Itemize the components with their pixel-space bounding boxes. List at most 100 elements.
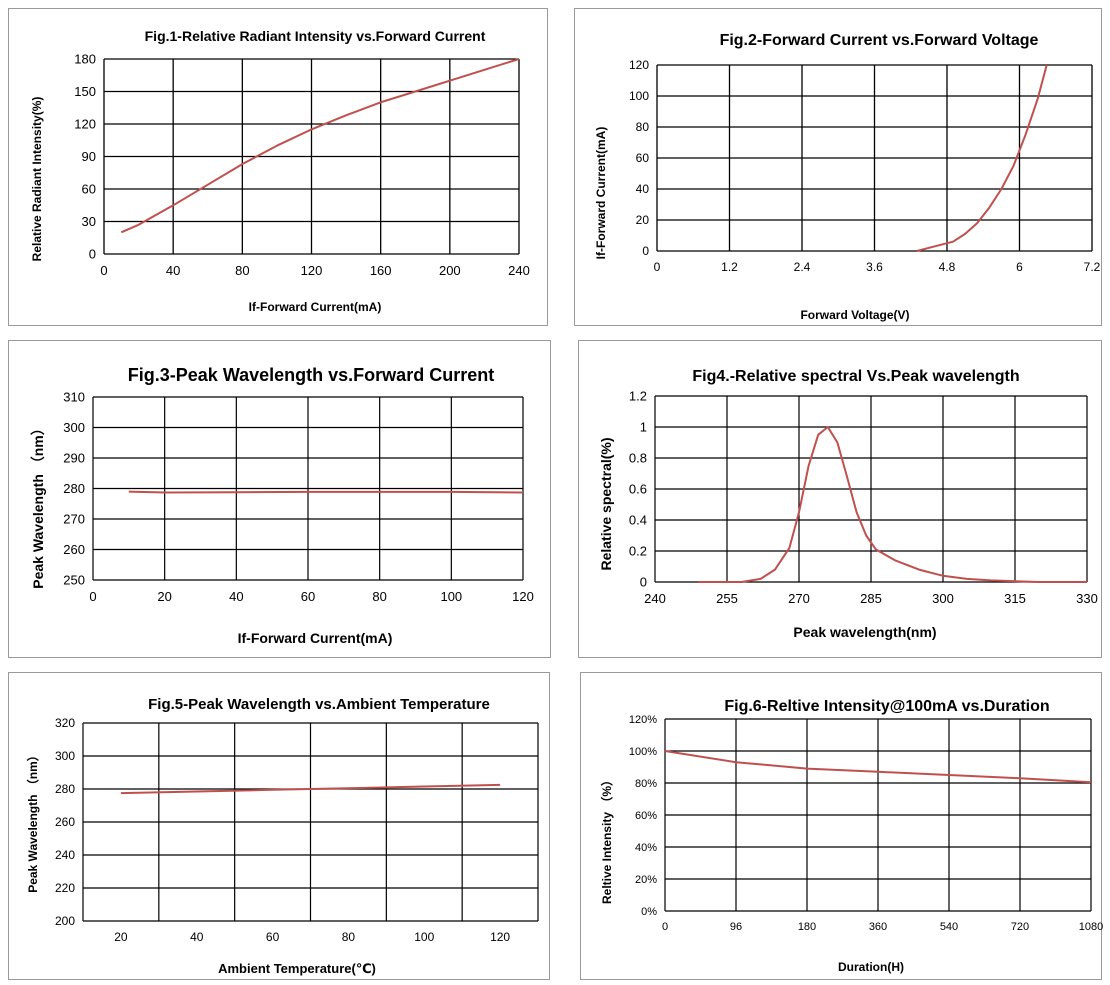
y-tick-label: 0.4 (629, 513, 647, 528)
grid-lines (103, 58, 520, 255)
x-tick-label: 60 (266, 930, 280, 944)
chart-title: Fig4.-Relative spectral Vs.Peak waveleng… (692, 368, 1019, 385)
series-line (120, 783, 501, 795)
x-tick-label: 4.8 (939, 260, 956, 274)
data-curve (120, 58, 520, 234)
y-axis-label: Relative Radiant Intensity(%) (30, 97, 44, 262)
grid-lines (92, 396, 524, 581)
y-tick-label: 0.2 (629, 544, 647, 559)
chart-panel-5: Fig.5-Peak Wavelength vs.Ambient Tempera… (8, 672, 550, 980)
y-tick-labels: 200 220 240 260 280 300 320 (55, 716, 75, 928)
y-tick-label: 1.2 (629, 389, 647, 404)
y-axis-label: Peak Wavelength （nm） (30, 421, 46, 589)
x-tick-label: 1.2 (721, 260, 738, 274)
x-axis-label: Peak wavelength(nm) (793, 624, 936, 640)
chart-svg-2: Fig.2-Forward Current vs.Forward Voltage… (594, 32, 1101, 322)
x-tick-label: 40 (229, 589, 243, 604)
svg-text:Relative spectral(%): Relative spectral(%) (598, 437, 614, 570)
y-tick-labels: 0 30 60 90 120 150 180 (74, 52, 96, 262)
y-tick-labels: 0 0.2 0.4 0.6 0.8 1 1.2 (629, 389, 647, 590)
chart-svg-4: Fig4.-Relative spectral Vs.Peak waveleng… (598, 368, 1098, 640)
y-axis-label: Reltive Intensity （%） (599, 774, 614, 904)
y-tick-label: 120 (74, 117, 96, 132)
svg-text:Peak Wavelength （nm）: Peak Wavelength （nm） (30, 421, 46, 589)
y-tick-label: 100% (629, 746, 657, 758)
series-line (916, 64, 1048, 252)
y-axis-label: If-Forward Current(mA) (594, 127, 608, 260)
y-tick-label: 300 (63, 420, 85, 435)
chart-panel-4: Fig4.-Relative spectral Vs.Peak waveleng… (578, 340, 1102, 658)
svg-text:If-Forward Current(mA): If-Forward Current(mA) (594, 127, 608, 260)
y-tick-label: 1 (640, 420, 647, 435)
chart-title: Fig.2-Forward Current vs.Forward Voltage (720, 32, 1039, 49)
y-tick-label: 0 (89, 247, 96, 262)
svg-text:Peak Wavelength （nm）: Peak Wavelength （nm） (25, 749, 40, 893)
y-tick-label: 60 (636, 151, 650, 165)
x-tick-label: 120 (512, 589, 534, 604)
x-tick-label: 200 (439, 263, 461, 278)
x-axis-label: Duration(H) (838, 960, 904, 974)
x-tick-label: 270 (788, 591, 810, 606)
data-curve (916, 64, 1048, 252)
grid-lines (664, 718, 1092, 912)
y-tick-label: 310 (63, 390, 85, 405)
y-tick-label: 260 (63, 542, 85, 557)
y-tick-label: 90 (82, 149, 96, 164)
y-tick-label: 40% (635, 842, 657, 854)
y-tick-label: 20 (636, 213, 650, 227)
y-tick-label: 0 (642, 244, 649, 258)
x-tick-label: 96 (730, 921, 742, 933)
y-tick-label: 180 (74, 52, 96, 67)
x-tick-label: 6 (1016, 260, 1023, 274)
y-tick-label: 100 (629, 89, 649, 103)
y-tick-labels: 250 260 270 280 290 300 310 (63, 390, 85, 588)
y-tick-label: 220 (55, 881, 75, 895)
x-tick-label: 360 (869, 921, 887, 933)
x-tick-label: 180 (798, 921, 816, 933)
grid-lines (654, 395, 1088, 583)
x-tick-label: 0 (89, 589, 96, 604)
y-tick-label: 150 (74, 84, 96, 99)
x-tick-label: 120 (490, 930, 510, 944)
y-tick-label: 0.8 (629, 451, 647, 466)
series-line (120, 58, 520, 234)
chart-title: Fig.6-Reltive Intensity@100mA vs.Duratio… (724, 698, 1049, 715)
x-tick-label: 20 (157, 589, 171, 604)
chart-title: Fig.5-Peak Wavelength vs.Ambient Tempera… (148, 696, 490, 713)
y-tick-label: 80 (636, 120, 650, 134)
y-tick-label: 250 (63, 573, 85, 588)
y-tick-label: 60 (82, 182, 96, 197)
x-tick-label: 285 (860, 591, 882, 606)
x-tick-label: 80 (372, 589, 386, 604)
grid-lines (82, 722, 539, 922)
x-tick-labels: 0 1.2 2.4 3.6 4.8 6 7.2 (654, 260, 1101, 274)
chart-panel-3: Fig.3-Peak Wavelength vs.Forward Current… (8, 340, 551, 658)
x-tick-labels: 240 255 270 285 300 315 330 (644, 591, 1098, 606)
y-tick-label: 270 (63, 512, 85, 527)
x-tick-labels: 0 96 180 360 540 720 1080 (662, 921, 1103, 933)
x-tick-label: 80 (342, 930, 356, 944)
y-tick-label: 60% (635, 810, 657, 822)
data-curve (698, 426, 1087, 583)
x-tick-label: 540 (940, 921, 958, 933)
x-axis-label: Ambient Temperature(℃) (218, 961, 376, 976)
chart-title: Fig.3-Peak Wavelength vs.Forward Current (128, 365, 494, 385)
svg-text:Relative Radiant Intensity(%): Relative Radiant Intensity(%) (30, 97, 44, 262)
x-tick-label: 240 (508, 263, 530, 278)
chart-title: Fig.1-Relative Radiant Intensity vs.Forw… (145, 28, 486, 44)
x-tick-label: 315 (1004, 591, 1026, 606)
y-tick-label: 290 (63, 451, 85, 466)
x-tick-labels: 20 40 60 80 100 120 (114, 930, 510, 944)
chart-panel-1: Fig.1-Relative Radiant Intensity vs.Forw… (8, 8, 548, 326)
x-tick-label: 160 (370, 263, 392, 278)
x-tick-label: 120 (301, 263, 323, 278)
data-curve (664, 750, 1092, 784)
x-axis-label: If-Forward Current(mA) (238, 630, 393, 646)
series-line (698, 426, 1087, 583)
chart-svg-3: Fig.3-Peak Wavelength vs.Forward Current… (30, 365, 534, 646)
y-tick-label: 40 (636, 182, 650, 196)
x-tick-label: 300 (932, 591, 954, 606)
y-axis-label: Relative spectral(%) (598, 437, 614, 570)
series-line (128, 490, 524, 494)
x-tick-label: 0 (100, 263, 107, 278)
